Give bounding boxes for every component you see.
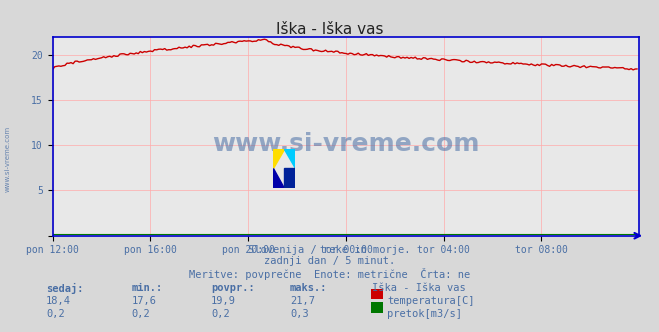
Text: 21,7: 21,7 bbox=[290, 296, 315, 306]
Text: povpr.:: povpr.: bbox=[211, 283, 254, 293]
Text: 18,4: 18,4 bbox=[46, 296, 71, 306]
Text: 19,9: 19,9 bbox=[211, 296, 236, 306]
Polygon shape bbox=[284, 169, 295, 188]
Text: Meritve: povprečne  Enote: metrične  Črta: ne: Meritve: povprečne Enote: metrične Črta:… bbox=[189, 268, 470, 280]
Text: 0,3: 0,3 bbox=[290, 309, 308, 319]
Text: pretok[m3/s]: pretok[m3/s] bbox=[387, 309, 463, 319]
Text: Iška - Iška vas: Iška - Iška vas bbox=[372, 283, 466, 293]
Text: 0,2: 0,2 bbox=[211, 309, 229, 319]
Text: maks.:: maks.: bbox=[290, 283, 328, 293]
Text: zadnji dan / 5 minut.: zadnji dan / 5 minut. bbox=[264, 256, 395, 266]
Polygon shape bbox=[273, 149, 284, 169]
Text: 0,2: 0,2 bbox=[46, 309, 65, 319]
Polygon shape bbox=[273, 169, 284, 188]
Text: Iška - Iška vas: Iška - Iška vas bbox=[275, 22, 384, 37]
Text: sedaj:: sedaj: bbox=[46, 283, 84, 294]
Text: temperatura[C]: temperatura[C] bbox=[387, 296, 475, 306]
Text: Slovenija / reke in morje.: Slovenija / reke in morje. bbox=[248, 245, 411, 255]
Text: www.si-vreme.com: www.si-vreme.com bbox=[5, 126, 11, 193]
Text: 17,6: 17,6 bbox=[132, 296, 157, 306]
Text: www.si-vreme.com: www.si-vreme.com bbox=[212, 132, 480, 156]
Text: 0,2: 0,2 bbox=[132, 309, 150, 319]
Polygon shape bbox=[284, 149, 295, 169]
Text: min.:: min.: bbox=[132, 283, 163, 293]
